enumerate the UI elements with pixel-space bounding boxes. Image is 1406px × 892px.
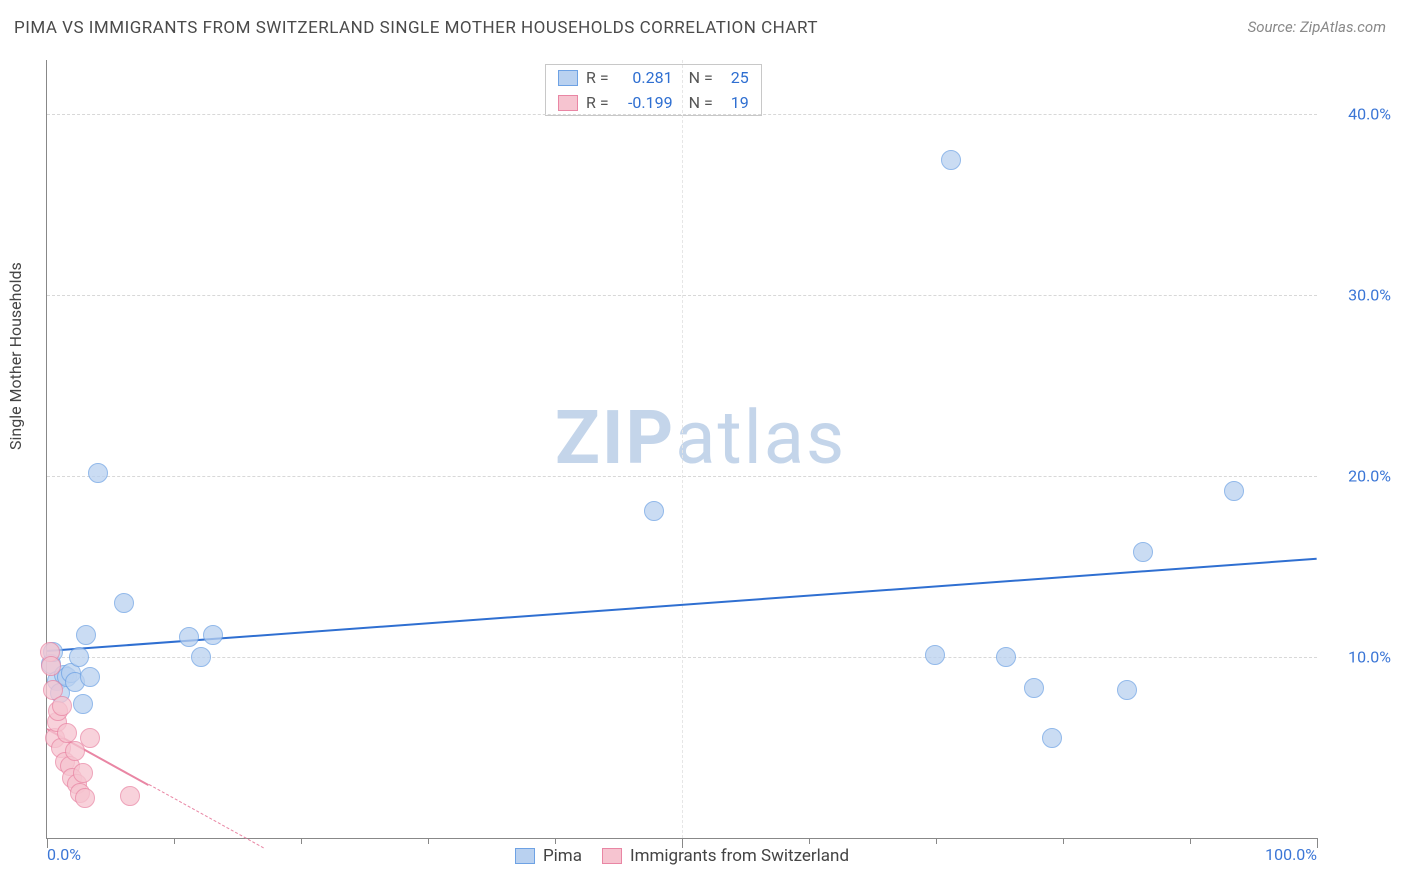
- y-axis-label: Single Mother Households: [6, 262, 25, 450]
- data-point: [73, 763, 93, 783]
- data-point: [88, 463, 108, 483]
- source-attribution: Source: ZipAtlas.com: [1248, 18, 1386, 36]
- correlation-legend: R = 0.281 N = 25 R = -0.199 N = 19: [545, 64, 762, 116]
- watermark: ZIPatlas: [555, 395, 846, 482]
- legend-n-label: N =: [689, 93, 713, 112]
- x-tick: [555, 838, 556, 844]
- x-tick: [809, 838, 810, 844]
- data-point: [75, 788, 95, 808]
- legend-n-value: 25: [721, 68, 749, 87]
- data-point: [114, 593, 134, 613]
- y-tick-label: 40.0%: [1327, 105, 1391, 124]
- data-point: [76, 625, 96, 645]
- data-point: [203, 625, 223, 645]
- data-point: [69, 647, 89, 667]
- legend-swatch: [515, 848, 535, 864]
- data-point: [1224, 481, 1244, 501]
- data-point: [925, 645, 945, 665]
- data-point: [1133, 542, 1153, 562]
- x-tick: [1190, 838, 1191, 844]
- x-tick: [1317, 838, 1318, 848]
- data-point: [1042, 728, 1062, 748]
- data-point: [41, 656, 61, 676]
- x-tick: [174, 838, 175, 844]
- legend-r-value: 0.281: [617, 68, 673, 87]
- y-tick-label: 30.0%: [1327, 286, 1391, 305]
- series-name: Pima: [543, 846, 582, 866]
- data-point: [1024, 678, 1044, 698]
- data-point: [73, 694, 93, 714]
- data-point: [996, 647, 1016, 667]
- series-name: Immigrants from Switzerland: [630, 846, 849, 866]
- x-tick-label: 0.0%: [47, 845, 81, 864]
- data-point: [52, 696, 72, 716]
- x-tick: [682, 838, 683, 848]
- data-point: [191, 647, 211, 667]
- series-legend-item: Pima: [515, 846, 582, 866]
- legend-n-label: N =: [689, 68, 713, 87]
- data-point: [1117, 680, 1137, 700]
- data-point: [120, 786, 140, 806]
- x-tick-label: 100.0%: [1265, 845, 1317, 864]
- legend-row: R = -0.199 N = 19: [546, 90, 761, 115]
- legend-r-label: R =: [586, 68, 609, 87]
- data-point: [644, 501, 664, 521]
- x-tick: [1063, 838, 1064, 844]
- data-point: [80, 667, 100, 687]
- legend-swatch: [558, 70, 578, 86]
- legend-swatch: [558, 95, 578, 111]
- data-point: [57, 723, 77, 743]
- y-tick-label: 10.0%: [1327, 648, 1391, 667]
- legend-r-value: -0.199: [617, 93, 673, 112]
- legend-swatch: [602, 848, 622, 864]
- trend-line: [148, 784, 263, 848]
- data-point: [179, 627, 199, 647]
- series-legend-item: Immigrants from Switzerland: [602, 846, 849, 866]
- legend-n-value: 19: [721, 93, 749, 112]
- data-point: [80, 728, 100, 748]
- series-legend: Pima Immigrants from Switzerland: [47, 846, 1317, 866]
- x-tick: [301, 838, 302, 844]
- y-tick-label: 20.0%: [1327, 467, 1391, 486]
- legend-row: R = 0.281 N = 25: [546, 65, 761, 90]
- x-tick: [936, 838, 937, 844]
- legend-r-label: R =: [586, 93, 609, 112]
- chart-title: PIMA VS IMMIGRANTS FROM SWITZERLAND SING…: [14, 18, 818, 38]
- x-gridline: [682, 60, 683, 838]
- x-tick: [428, 838, 429, 844]
- data-point: [941, 150, 961, 170]
- plot-area: ZIPatlas R =0.281N =25R =-0.199N =19 Pim…: [46, 60, 1317, 839]
